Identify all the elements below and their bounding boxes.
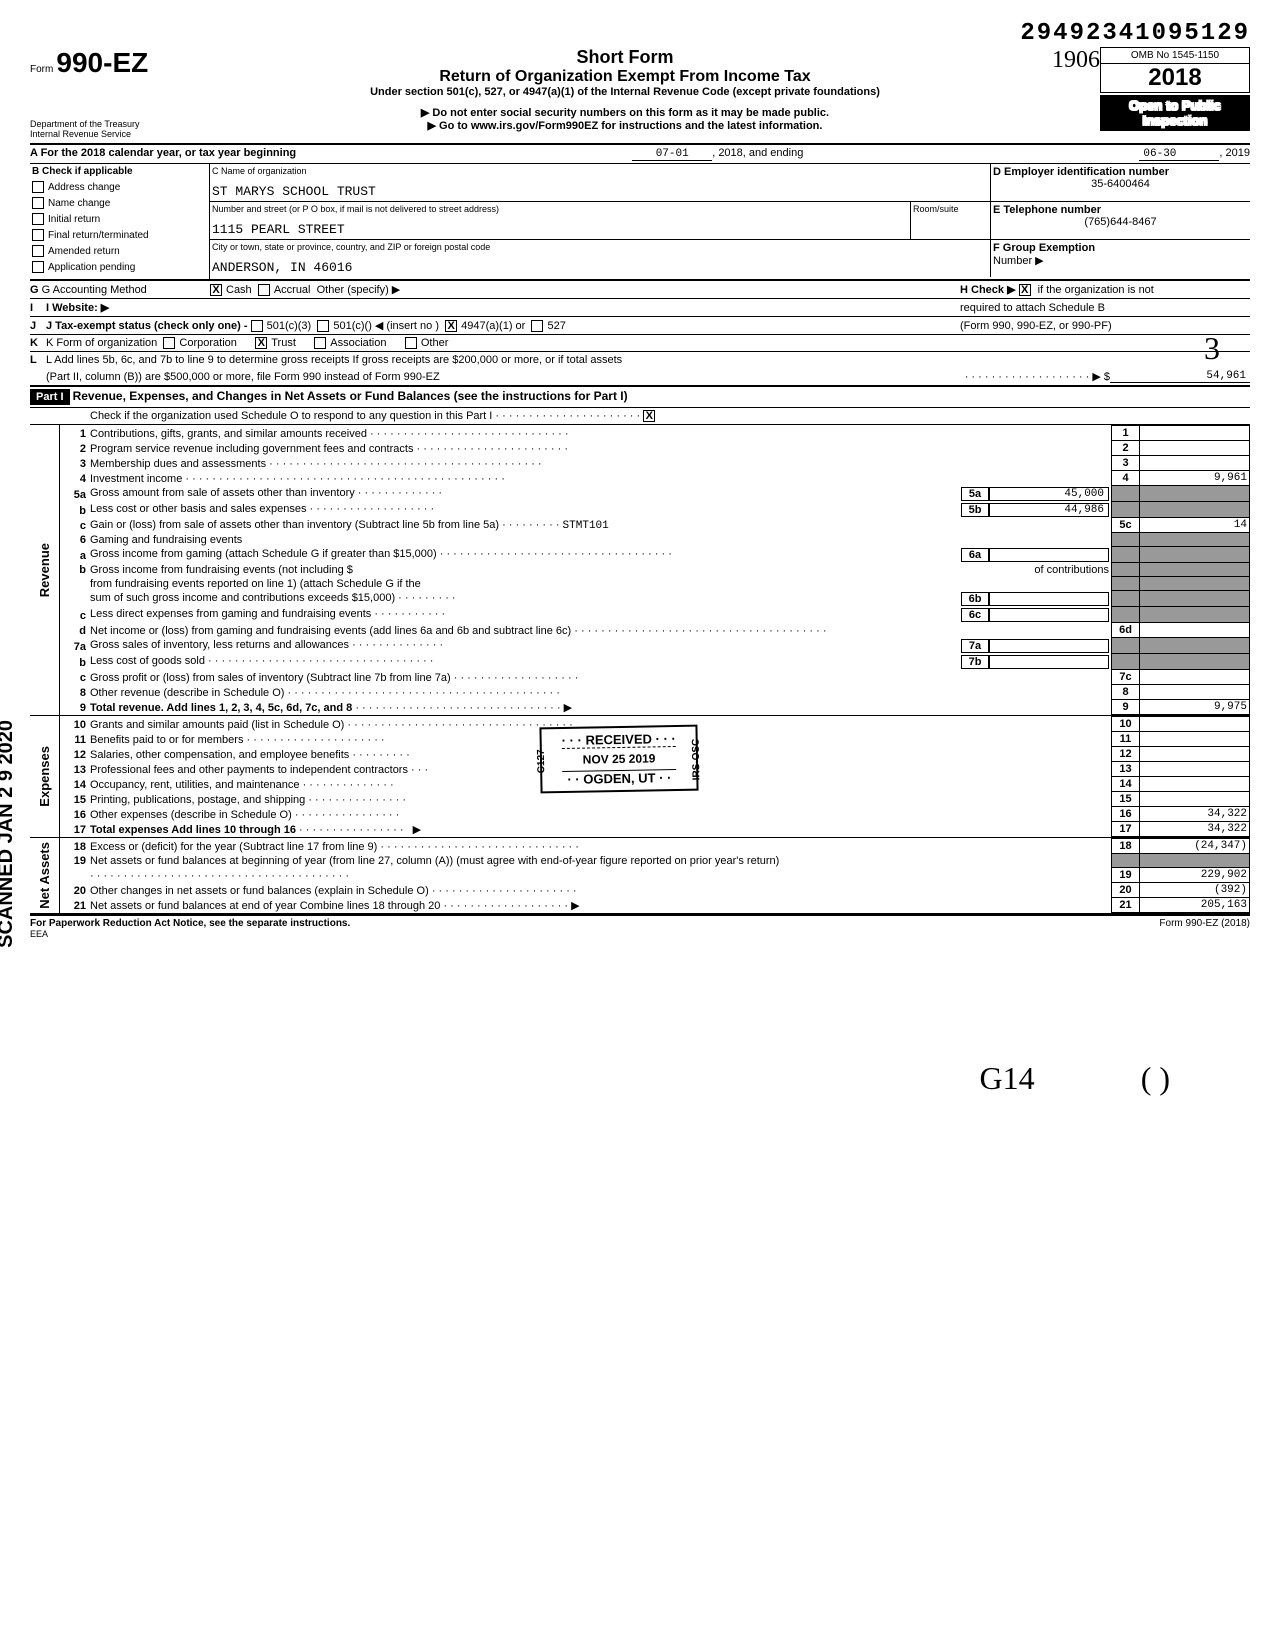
check-501c[interactable] — [317, 320, 329, 332]
row-i: I I Website: ▶ required to attach Schedu… — [30, 299, 1250, 317]
title-under: Under section 501(c), 527, or 4947(a)(1)… — [210, 86, 1040, 98]
gross-receipts: 54,961 — [1110, 370, 1250, 383]
check-assoc[interactable] — [314, 337, 326, 349]
dept-irs: Internal Revenue Service — [30, 129, 210, 139]
amt-5a: 45,000 — [989, 487, 1109, 501]
form-prefix: Form — [30, 64, 53, 75]
check-accrual[interactable] — [258, 284, 270, 296]
addr-label: Number and street (or P O box, if mail i… — [212, 204, 908, 214]
check-schedule-o[interactable]: X — [643, 410, 655, 422]
goto-line: ▶ Go to www.irs.gov/Form990EZ for instru… — [210, 119, 1040, 132]
dept-treasury: Department of the Treasury — [30, 119, 210, 129]
part1-check: Check if the organization used Schedule … — [30, 408, 1250, 425]
telephone: (765)644-8467 — [993, 216, 1248, 228]
e-label: E Telephone number — [993, 204, 1248, 216]
amt-5c: 14 — [1140, 518, 1250, 533]
amt-21: 205,163 — [1140, 898, 1250, 913]
period-row: A For the 2018 calendar year, or tax yea… — [30, 145, 1250, 164]
form-number: 990-EZ — [56, 47, 148, 78]
scanned-stamp: SCANNED JAN 2 9 2020 — [0, 720, 18, 948]
netassets-vlabel: Net Assets — [37, 842, 52, 909]
check-501c3[interactable] — [251, 320, 263, 332]
received-stamp: · · · RECEIVED · · · NOV 25 2019 · · OGD… — [539, 725, 698, 794]
expenses-vlabel: Expenses — [37, 746, 52, 807]
ein: 35-6400464 — [993, 178, 1248, 190]
row-l2: (Part II, column (B)) are $500,000 or mo… — [30, 368, 1250, 387]
title-return: Return of Organization Exempt From Incom… — [210, 68, 1040, 86]
footer: For Paperwork Reduction Act Notice, see … — [30, 915, 1250, 940]
check-application-pending[interactable]: Application pending — [32, 261, 207, 273]
amt-9: 9,975 — [1140, 700, 1250, 715]
row-k: K K Form of organization Corporation XTr… — [30, 335, 1250, 352]
handwritten-g14: G14 — [979, 1060, 1034, 1096]
amt-4: 9,961 — [1140, 471, 1250, 486]
tax-year: 2018 — [1100, 64, 1250, 93]
open-public: Open to PublicInspection — [1100, 95, 1250, 131]
expenses-section: Expenses · · · RECEIVED · · · NOV 25 201… — [30, 716, 1250, 838]
document-number: 29492341095129 — [30, 20, 1250, 47]
check-initial-return[interactable]: Initial return — [32, 213, 207, 225]
check-cash[interactable]: X — [210, 284, 222, 296]
amt-19: 229,902 — [1140, 868, 1250, 883]
check-corp[interactable] — [163, 337, 175, 349]
row-l1: L L Add lines 5b, 6c, and 7b to line 9 t… — [30, 352, 1250, 368]
street-address: 1115 PEARL STREET — [212, 214, 908, 237]
d-label: D Employer identification number — [993, 166, 1248, 178]
revenue-vlabel: Revenue — [37, 543, 52, 597]
check-4947[interactable]: X — [445, 320, 457, 332]
check-other-org[interactable] — [405, 337, 417, 349]
title-short-form: Short Form — [210, 47, 1040, 68]
header-grid: B Check if applicable Address change Nam… — [30, 164, 1250, 281]
warn-ssn: ▶ Do not enter social security numbers o… — [210, 106, 1040, 119]
check-527[interactable] — [531, 320, 543, 332]
c-name-label: C Name of organization — [212, 166, 988, 176]
check-amended-return[interactable]: Amended return — [32, 245, 207, 257]
check-h[interactable]: X — [1019, 284, 1031, 296]
handwritten-paren: ( ) — [1141, 1060, 1170, 1096]
check-final-return[interactable]: Final return/terminated — [32, 229, 207, 241]
check-trust[interactable]: X — [255, 337, 267, 349]
city-label: City or town, state or province, country… — [212, 242, 988, 252]
org-name: ST MARYS SCHOOL TRUST — [212, 176, 988, 199]
form-header: Form 990-EZ Department of the Treasury I… — [30, 47, 1250, 145]
f-number: Number ▶ — [993, 254, 1248, 267]
handwritten-top: 1906 — [1052, 47, 1100, 73]
b-header: B Check if applicable — [32, 166, 207, 177]
amt-16: 34,322 — [1140, 807, 1250, 822]
amt-20: (392) — [1140, 883, 1250, 898]
amt-17: 34,322 — [1140, 822, 1250, 837]
check-address-change[interactable]: Address change — [32, 181, 207, 193]
omb-number: OMB No 1545-1150 — [1100, 47, 1250, 64]
row-g: G G Accounting Method XCash Accrual Othe… — [30, 281, 1250, 299]
room-label: Room/suite — [913, 204, 988, 214]
handwritten-margin: 3 — [1204, 330, 1220, 367]
row-j: J J Tax-exempt status (check only one) -… — [30, 317, 1250, 335]
f-label: F Group Exemption — [993, 242, 1248, 254]
amt-18: (24,347) — [1140, 839, 1250, 854]
revenue-section: Revenue 1Contributions, gifts, grants, a… — [30, 425, 1250, 716]
amt-5b: 44,986 — [989, 503, 1109, 517]
check-name-change[interactable]: Name change — [32, 197, 207, 209]
netassets-section: Net Assets 18Excess or (deficit) for the… — [30, 838, 1250, 915]
city-state-zip: ANDERSON, IN 46016 — [212, 252, 988, 275]
part1-header: Part I Revenue, Expenses, and Changes in… — [30, 387, 1250, 408]
